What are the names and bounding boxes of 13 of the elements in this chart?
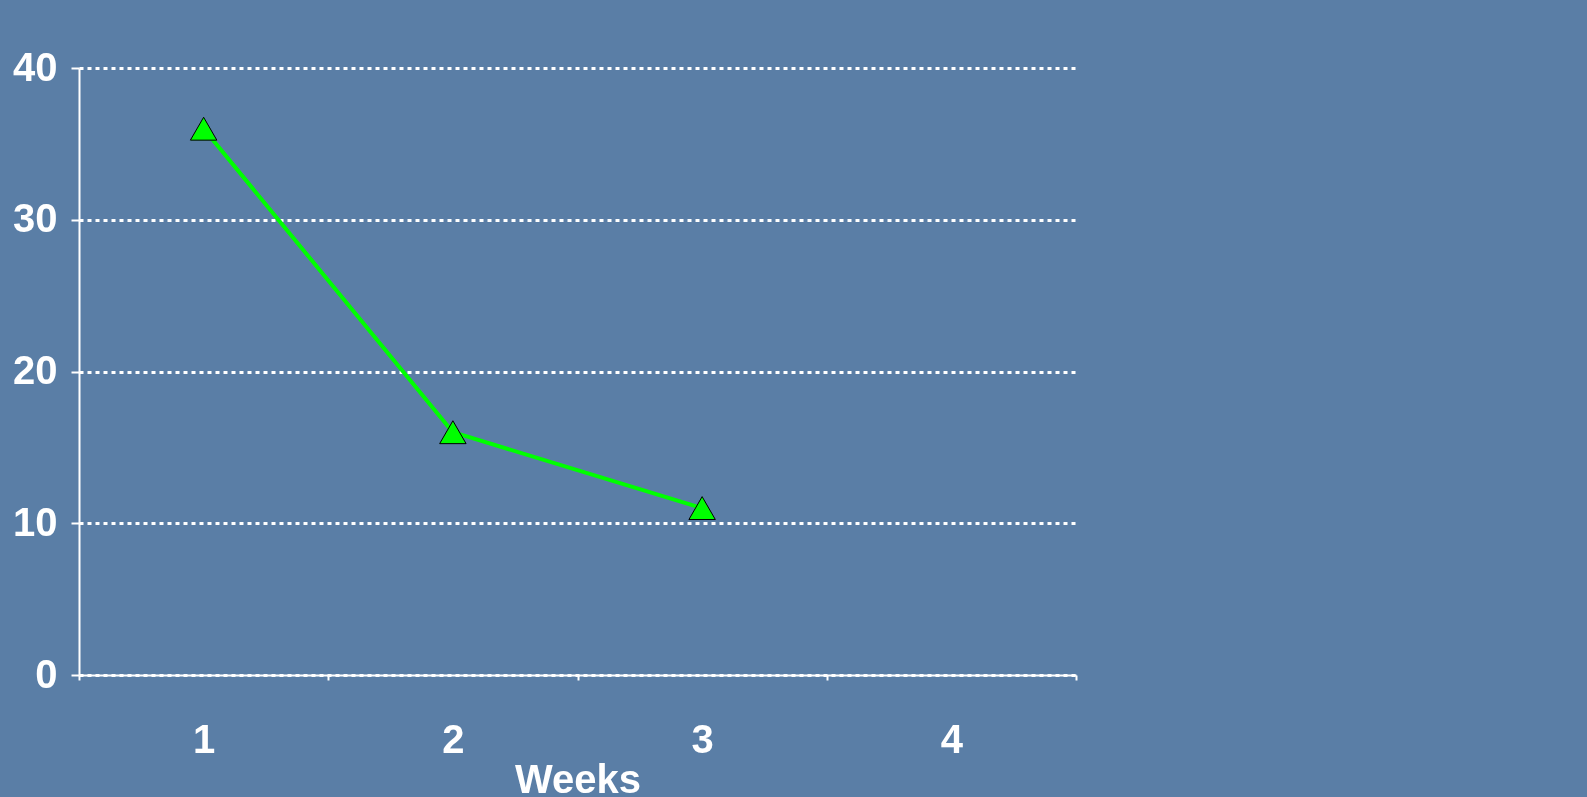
point — [688, 496, 716, 521]
point — [189, 116, 218, 141]
y-tick-label: 30 — [13, 196, 58, 241]
point — [439, 420, 467, 445]
x-axis-title: Weeks — [514, 756, 642, 797]
x-tick-label: 1 — [193, 716, 216, 761]
x-tick-label: 2 — [442, 716, 465, 761]
x-tick-label: 4 — [940, 716, 964, 761]
y-tick-label: 40 — [13, 44, 58, 89]
y-tick-label: 10 — [13, 499, 58, 544]
y-tick-label: 0 — [35, 651, 58, 696]
x-tick-label: 3 — [691, 716, 714, 761]
y-tick-label: 20 — [13, 348, 58, 392]
